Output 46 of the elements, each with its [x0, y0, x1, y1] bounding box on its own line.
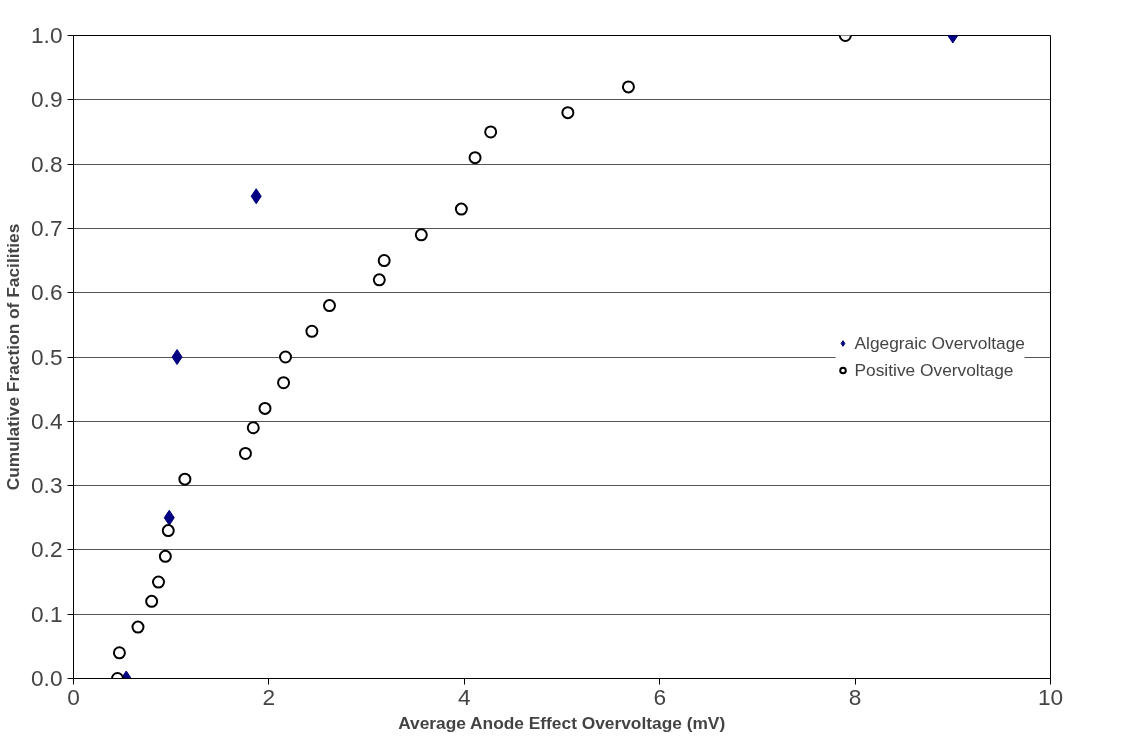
point: [377, 254, 391, 268]
x-tick-label: 4: [458, 683, 471, 710]
point: [305, 324, 319, 338]
point: [454, 202, 468, 216]
y-axis-title: Cumulative Fraction of Facilities: [3, 223, 23, 491]
y-tick-label: 1.0: [31, 22, 63, 48]
point: [112, 646, 126, 660]
point: [279, 350, 293, 364]
point: [161, 524, 175, 538]
point: [246, 421, 260, 435]
point: [621, 80, 635, 94]
point: [322, 299, 336, 313]
point: [258, 401, 272, 415]
y-tick-label: 0.2: [31, 536, 63, 563]
y-tick-label: 0.5: [31, 343, 63, 370]
y-tick-label: 0.4: [31, 407, 63, 434]
x-tick-label: 8: [848, 683, 862, 710]
point: [178, 472, 192, 486]
y-tick-label: 0.8: [31, 150, 63, 177]
point: [484, 125, 498, 139]
point: [131, 620, 145, 634]
point: [468, 151, 482, 165]
x-axis-title: Average Anode Effect Overvoltage (mV): [398, 712, 726, 733]
point: [414, 228, 428, 242]
point: [238, 446, 252, 460]
point: [152, 575, 165, 589]
point: [158, 549, 172, 563]
legend-label: Positive Overvoltage: [854, 359, 1014, 381]
y-tick-label: 0.7: [31, 214, 63, 241]
point: [277, 376, 291, 390]
x-tick-label: 10: [1037, 683, 1064, 710]
y-tick-label: 0.0: [31, 665, 63, 691]
point: [163, 509, 175, 526]
y-tick-label: 0.1: [31, 600, 63, 627]
y-tick-label: 0.3: [31, 472, 63, 499]
y-tick-label: 0.6: [31, 279, 63, 306]
point: [171, 349, 183, 365]
x-tick-label: 6: [653, 683, 667, 710]
point: [372, 273, 386, 287]
point: [250, 188, 262, 205]
legend-label: Algegraic Overvoltage: [854, 332, 1025, 354]
point: [145, 594, 159, 608]
x-tick-label: 0: [67, 683, 80, 710]
x-tick-label: 2: [262, 683, 276, 710]
point: [561, 106, 575, 120]
y-tick-label: 0.9: [31, 86, 63, 113]
